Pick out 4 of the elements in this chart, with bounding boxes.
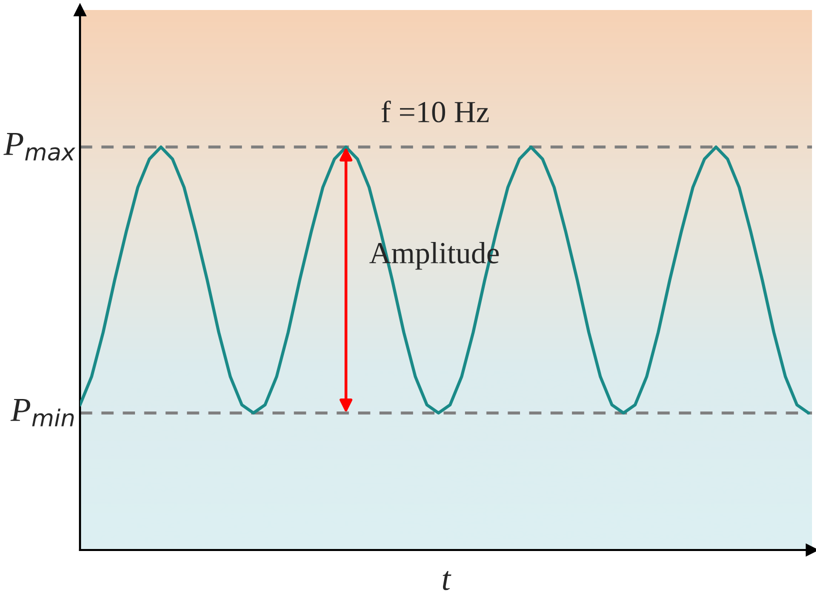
text: f =10 Hz <box>382 100 489 122</box>
ref-line-label: P$_{max}$ <box>3 133 76 161</box>
ref-line-label: P$_{min}$ <box>10 399 74 426</box>
x-axis-title: t <box>442 571 452 590</box>
